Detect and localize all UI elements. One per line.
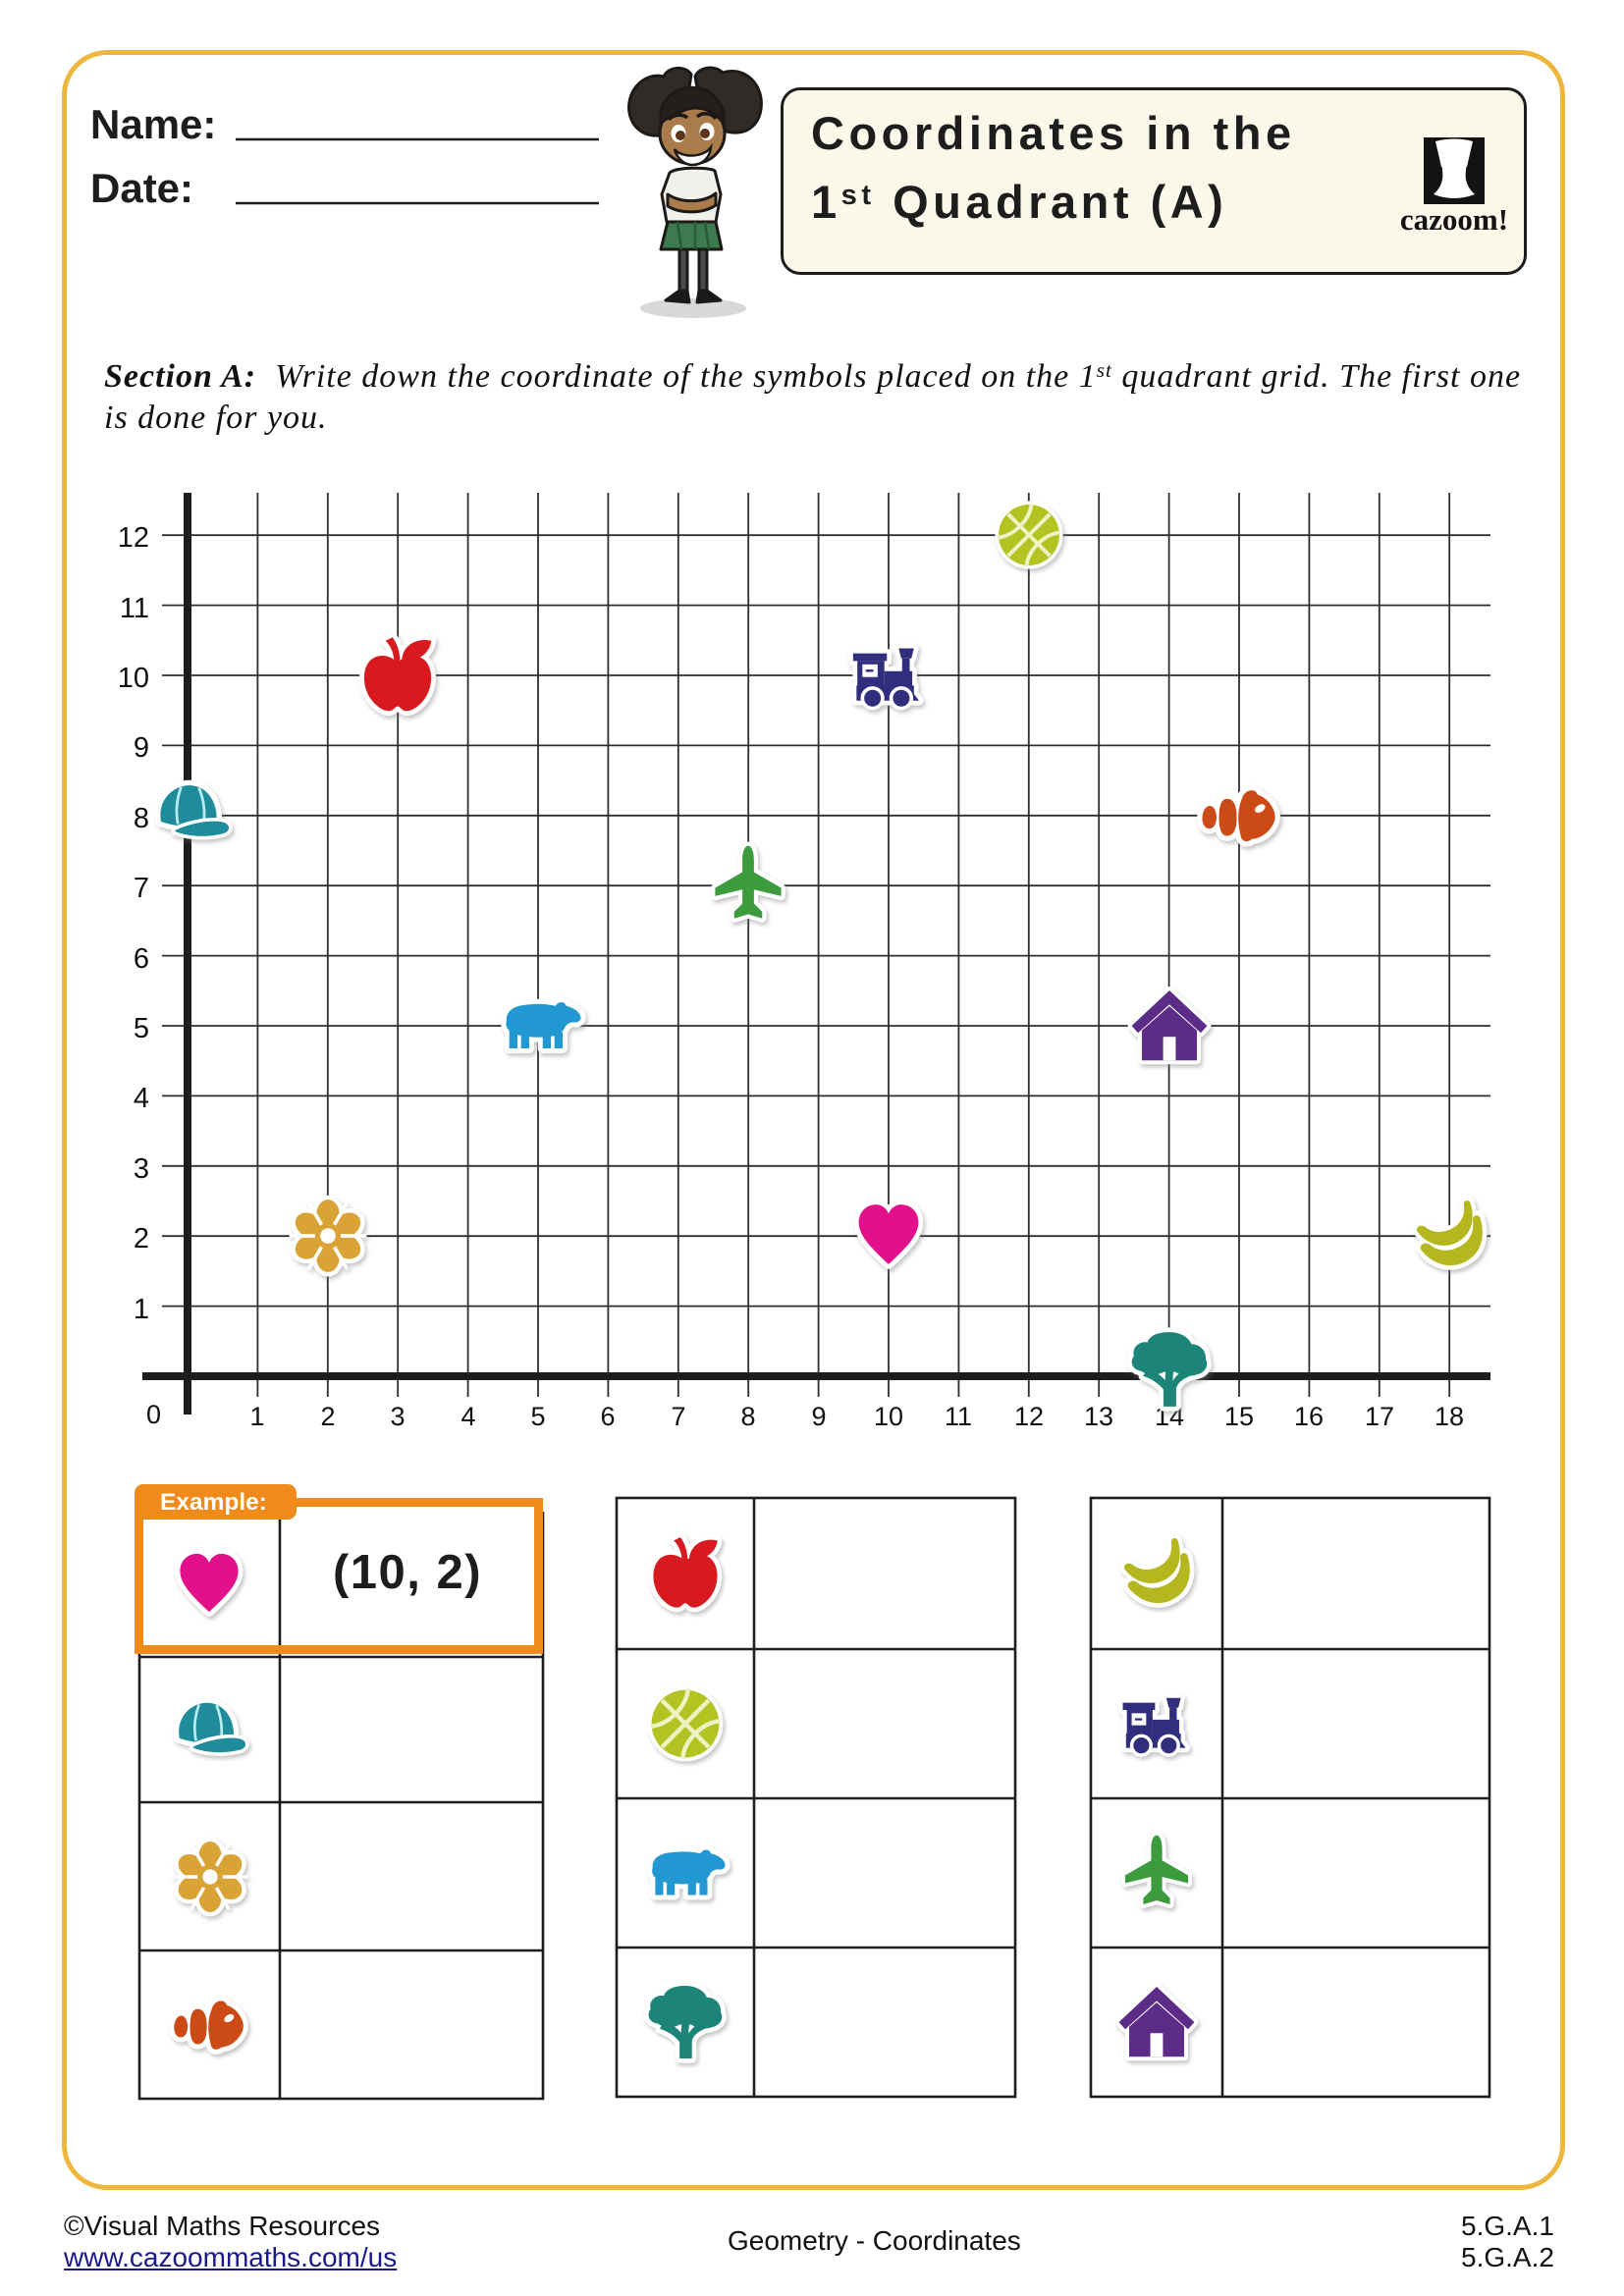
svg-text:2: 2 [320, 1402, 335, 1431]
svg-text:15: 15 [1224, 1402, 1254, 1431]
svg-text:6: 6 [600, 1402, 615, 1431]
svg-text:0: 0 [146, 1400, 161, 1429]
svg-text:4: 4 [460, 1402, 475, 1431]
svg-text:8: 8 [740, 1402, 755, 1431]
svg-text:10: 10 [874, 1402, 903, 1431]
svg-text:11: 11 [945, 1402, 972, 1431]
svg-text:6: 6 [134, 943, 149, 975]
svg-text:3: 3 [390, 1402, 405, 1431]
svg-text:9: 9 [134, 732, 149, 764]
svg-text:11: 11 [120, 593, 149, 624]
svg-text:Example:: Example: [160, 1489, 267, 1516]
svg-text:1: 1 [249, 1402, 264, 1431]
svg-text:5: 5 [530, 1402, 545, 1431]
svg-text:16: 16 [1294, 1402, 1324, 1431]
svg-text:2: 2 [134, 1223, 149, 1255]
svg-text:5: 5 [134, 1013, 149, 1044]
svg-text:9: 9 [811, 1402, 826, 1431]
svg-text:7: 7 [134, 873, 149, 904]
svg-text:3: 3 [134, 1153, 149, 1185]
svg-text:13: 13 [1084, 1402, 1113, 1431]
svg-text:12: 12 [1014, 1402, 1044, 1431]
svg-text:7: 7 [671, 1402, 685, 1431]
svg-text:8: 8 [134, 803, 149, 834]
svg-text:18: 18 [1435, 1402, 1464, 1431]
svg-text:17: 17 [1365, 1402, 1394, 1431]
svg-text:4: 4 [134, 1083, 149, 1114]
svg-text:1: 1 [134, 1294, 149, 1325]
svg-text:10: 10 [118, 663, 149, 694]
svg-text:cazoom!: cazoom! [1400, 202, 1508, 236]
svg-text:12: 12 [118, 522, 149, 554]
